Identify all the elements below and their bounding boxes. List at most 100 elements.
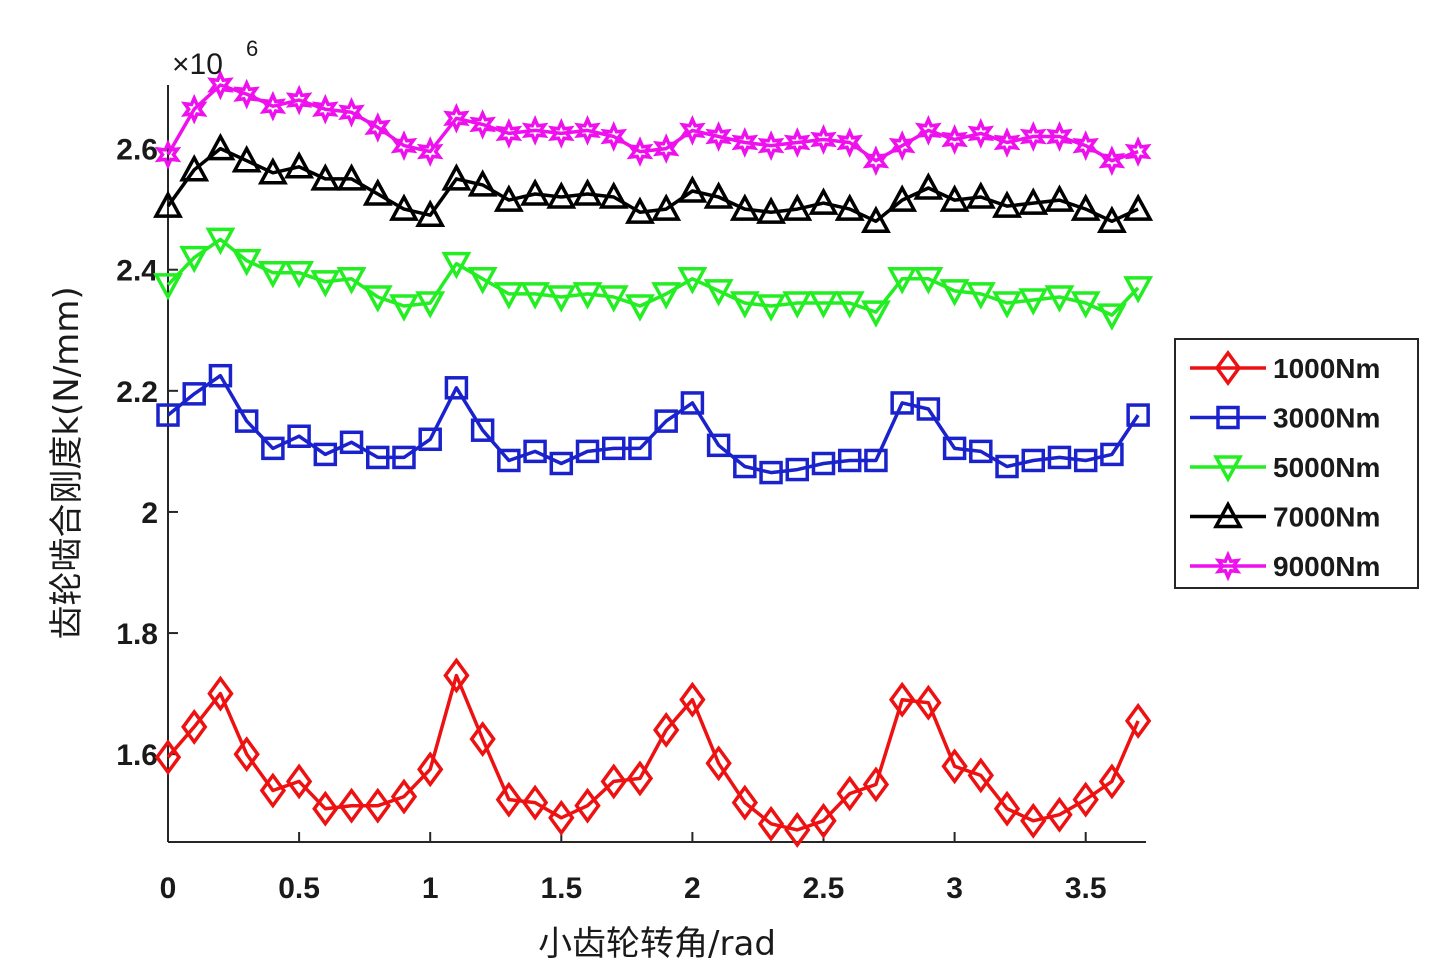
data-point [864,448,888,473]
data-point [733,454,757,479]
data-point [969,439,993,464]
data-point [574,115,601,146]
data-point [834,193,865,221]
data-point [1018,187,1049,215]
series-9000Nm [154,69,1152,177]
data-point [338,96,365,128]
data-point [836,775,863,812]
series-1000Nm [154,657,1152,848]
data-point [888,130,916,161]
data-point [992,190,1022,218]
data-point [810,802,837,839]
data-point [312,93,339,125]
data-point [782,291,813,319]
data-point [287,424,311,448]
data-point [390,130,418,161]
data-point [834,291,865,319]
y-tick-label: 1.6 [116,739,158,772]
data-point [1019,121,1047,152]
data-point [1044,285,1075,313]
data-point [651,193,682,221]
data-point [207,675,234,712]
series-line [166,373,1140,475]
data-point [993,790,1021,827]
y-tick-label: 2 [141,497,158,530]
x-tick-label: 1.5 [540,872,582,905]
data-point [705,121,732,152]
data-point [626,760,654,797]
series-line [166,237,1140,317]
data-point [362,285,393,313]
data-point [284,151,315,179]
data-point [783,127,811,158]
y-tick-label: 2.2 [116,376,158,409]
data-point [362,178,393,206]
data-point [914,115,942,146]
data-point [811,451,836,476]
data-point [626,136,654,167]
x-tick-label: 3.5 [1065,872,1107,905]
data-point [469,721,496,758]
data-point [418,427,442,452]
data-point [1021,448,1046,473]
data-point [677,175,708,203]
legend: 1000Nm 3000Nm 5000Nm 7000Nm 9000Nm [1174,338,1419,589]
data-point [887,184,918,212]
y-axis-label: 齿轮啮合刚度k(N/mm) [47,286,87,639]
data-point [415,199,446,227]
legend-swatch-marker [1213,500,1243,529]
data-point [654,409,678,433]
series-5000Nm [153,227,1154,331]
exponent-label: ×10 6 [172,36,258,81]
legend-swatch-marker [1216,405,1240,430]
data-point [443,102,470,134]
legend-label: 9000Nm [1273,551,1380,582]
series-line [166,673,1140,832]
data-point [231,145,262,173]
data-point [731,784,759,821]
x-tick-label: 1 [422,872,439,905]
x-axis-label: 小齿轮转角/rad [538,924,776,964]
data-point [521,784,549,821]
x-tick-label: 2 [684,872,701,905]
data-point [939,184,970,212]
data-point [261,436,285,461]
data-point [628,436,652,461]
legend-entry: 3000Nm [1190,403,1380,434]
data-point [993,127,1021,158]
data-point [257,157,288,185]
data-point [1044,184,1075,212]
x-tick-label: 2.5 [803,872,845,905]
data-point [653,712,680,748]
legend-swatch-marker [1214,550,1242,582]
data-point [913,267,944,295]
data-point [285,84,313,116]
data-point [153,190,183,218]
data-point [915,684,942,721]
data-point [497,448,521,473]
data-point [207,69,234,101]
data-point [598,285,629,313]
data-point [1096,205,1127,234]
data-point [575,439,600,464]
data-point [179,245,210,274]
data-point [546,181,577,209]
data-point [967,757,994,794]
data-point [1072,130,1099,161]
data-point [759,460,783,485]
data-point [467,267,498,295]
data-point [493,282,524,310]
data-point [1124,702,1152,739]
axes [167,85,1146,843]
data-point [390,778,418,815]
data-point [154,739,182,776]
data-point [1096,303,1127,331]
data-point [890,391,914,415]
data-point [913,172,944,200]
data-point [600,763,627,800]
data-point [625,294,655,322]
legend-entry: 7000Nm [1190,500,1380,533]
data-point [259,772,287,809]
y-tick-label: 1.8 [116,618,158,651]
data-point [756,196,787,224]
